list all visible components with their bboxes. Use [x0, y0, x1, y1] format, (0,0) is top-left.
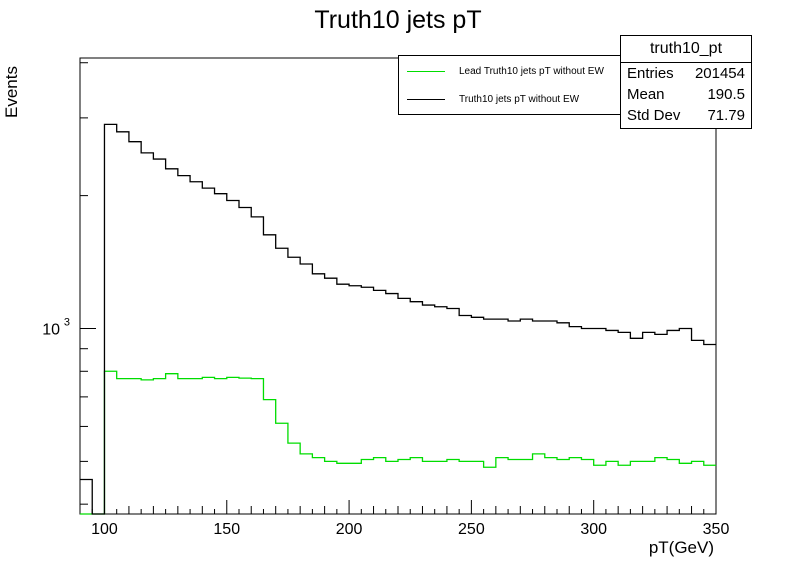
stats-row-stddev: Std Dev 71.79	[621, 105, 751, 126]
stats-box: truth10_pt Entries 201454 Mean 190.5 Std…	[620, 35, 752, 129]
legend-label-lead: Lead Truth10 jets pT without EW	[459, 66, 604, 77]
stats-row-entries: Entries 201454	[621, 63, 751, 84]
axes: 100 150 200 250 300 350 10 3	[42, 62, 730, 538]
stats-value: 201454	[694, 65, 745, 82]
stats-label: Entries	[627, 65, 674, 82]
x-tick-label: 200	[336, 521, 363, 538]
x-tick-label: 300	[580, 521, 607, 538]
legend-label-all: Truth10 jets pT without EW	[459, 94, 580, 105]
x-tick-label: 250	[458, 521, 485, 538]
x-tick-label: 150	[213, 521, 240, 538]
stats-label: Mean	[627, 86, 665, 103]
y-tick-exponent: 3	[64, 317, 70, 329]
stats-value: 71.79	[707, 107, 745, 124]
series-line-0	[80, 370, 716, 515]
stats-row-mean: Mean 190.5	[621, 84, 751, 105]
x-axis-label: pT(GeV)	[648, 538, 714, 557]
stats-title: truth10_pt	[621, 36, 751, 63]
legend: Lead Truth10 jets pT without EW Truth10 …	[398, 55, 622, 115]
legend-swatch-all	[407, 99, 445, 100]
legend-swatch-lead	[407, 71, 445, 72]
legend-entry-all: Truth10 jets pT without EW	[407, 94, 579, 105]
y-axis-label: Events	[2, 66, 21, 118]
legend-entry-lead: Lead Truth10 jets pT without EW	[407, 66, 604, 77]
series-layer	[80, 123, 716, 515]
stats-value: 190.5	[707, 86, 745, 103]
x-tick-label: 100	[91, 521, 118, 538]
y-tick-label: 10	[42, 322, 60, 339]
x-tick-label: 350	[703, 521, 730, 538]
stats-label: Std Dev	[627, 107, 681, 124]
chart-title: Truth10 jets pT	[314, 6, 482, 34]
series-line-1	[80, 123, 716, 515]
